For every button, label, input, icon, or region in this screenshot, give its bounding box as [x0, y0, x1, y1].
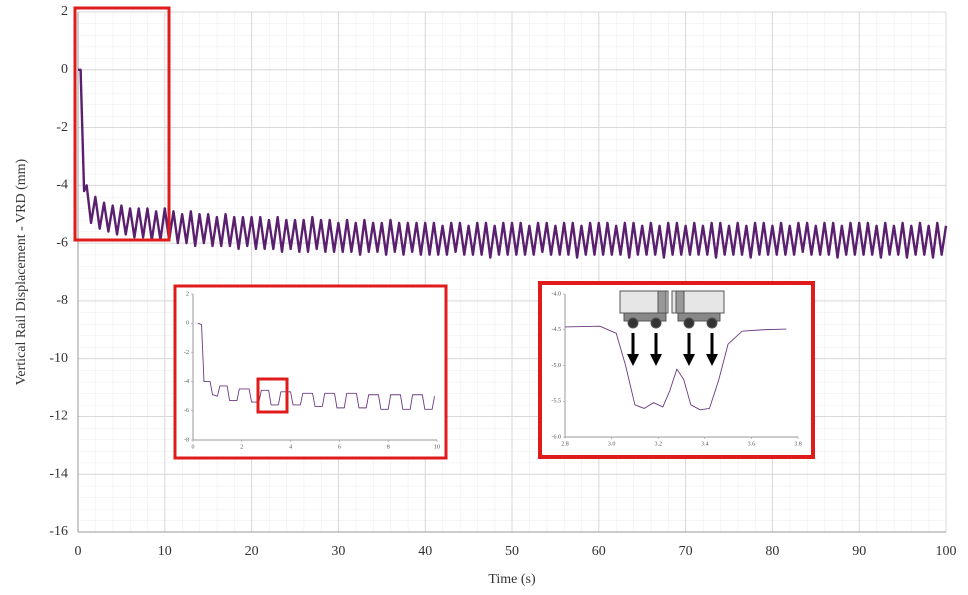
- x-tick-label: 90: [852, 544, 866, 559]
- data-line: [197, 322, 436, 410]
- x-tick-label: 0: [192, 444, 195, 450]
- x-tick-label: 8: [387, 444, 390, 450]
- arrow-head: [650, 354, 662, 366]
- y-tick-label: 0: [61, 62, 68, 77]
- y-tick-label: -4: [184, 379, 189, 385]
- x-tick-label: 3.0: [608, 441, 616, 447]
- load-arrows: [627, 333, 718, 366]
- x-tick-label: 40: [418, 544, 432, 559]
- y-tick-label: -8: [56, 293, 68, 308]
- arrow-head: [706, 354, 718, 366]
- y-tick-label: 2: [61, 4, 68, 19]
- arrow-head: [627, 354, 639, 366]
- y-tick-label: 0: [186, 321, 189, 327]
- x-tick-label: 3.4: [701, 441, 709, 447]
- x-tick-label: 2: [240, 444, 243, 450]
- data-line: [78, 68, 948, 259]
- x-tick-label: 3.6: [748, 441, 756, 447]
- x-tick-label: 4: [289, 444, 292, 450]
- coupler: [657, 290, 667, 314]
- x-tick-label: 50: [505, 544, 519, 559]
- y-tick-label: -10: [49, 351, 68, 366]
- x-tick-label: 0: [75, 544, 82, 559]
- x-tick-label: 70: [679, 544, 693, 559]
- y-tick-label: -5.5: [552, 399, 562, 405]
- x-tick-label: 10: [158, 544, 172, 559]
- y-tick-label: -6.0: [552, 434, 562, 440]
- x-tick-label: 80: [765, 544, 779, 559]
- inset-plot: -6.0 -5.5 -5.0 -4.5 -4.0 2.8 3.0 3.2 3.4 3.6 3.8: [552, 291, 802, 447]
- y-tick-label: -14: [49, 466, 68, 481]
- y-tick-label: -12: [49, 409, 68, 424]
- y-tick-label: -6: [184, 408, 189, 414]
- y-tick-label: -4.5: [552, 327, 562, 333]
- zoom-box: [256, 377, 289, 414]
- y-axis-label: Vertical Rail Displacement - VRD (mm): [14, 158, 29, 385]
- wheel: [650, 317, 662, 329]
- x-tick-label: 3.8: [794, 441, 802, 447]
- y-tick-label: -2: [56, 120, 68, 135]
- x-tick-label: 100: [936, 544, 957, 559]
- data-line: [564, 325, 787, 411]
- train-icon: [619, 290, 725, 329]
- y-tick-label: 2: [186, 291, 189, 297]
- wheel: [683, 317, 695, 329]
- wheel: [706, 317, 718, 329]
- x-tick-label: 10: [434, 444, 440, 450]
- y-tick-label: -4.0: [552, 291, 562, 297]
- coupler: [675, 290, 685, 314]
- arrow-head: [683, 354, 695, 366]
- x-tick-label: 30: [331, 544, 345, 559]
- wheel: [627, 317, 639, 329]
- bogie: [677, 312, 721, 322]
- y-tick-label: -8: [184, 437, 189, 443]
- x-tick-label: 6: [338, 444, 341, 450]
- x-tick-label: 2.8: [561, 441, 569, 447]
- x-tick-label: 3.2: [654, 441, 662, 447]
- y-tick-label: -4: [56, 178, 68, 193]
- inset-frame: [173, 284, 448, 460]
- x-axis-label: Time (s): [488, 572, 536, 587]
- bogie: [623, 312, 667, 322]
- y-tick-label: -16: [49, 524, 68, 539]
- y-tick-label: -2: [184, 350, 189, 356]
- y-tick-label: -5.0: [552, 363, 562, 369]
- x-tick-label: 60: [592, 544, 606, 559]
- x-tick-label: 20: [245, 544, 259, 559]
- highlight-box: [73, 6, 171, 242]
- y-tick-label: -6: [56, 235, 68, 250]
- inset-plot: -8 -6 -4 -2 0 2 0 2 4 6 8 10: [184, 291, 440, 450]
